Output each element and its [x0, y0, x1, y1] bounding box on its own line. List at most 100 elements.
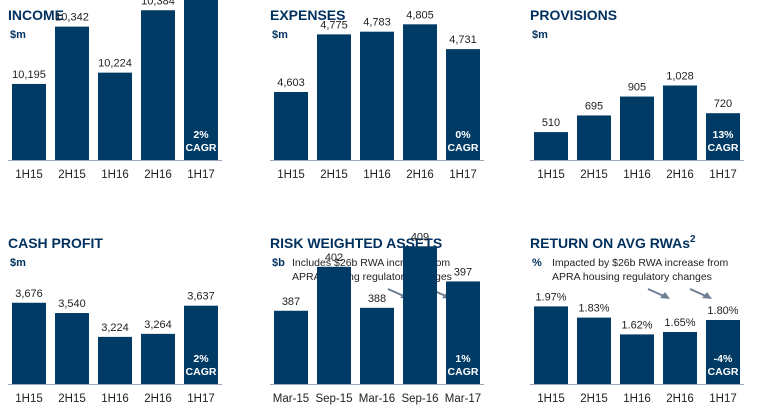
cagr-value: -4% — [714, 353, 733, 365]
unit-label: $m — [532, 29, 548, 41]
x-tick-label: 1H16 — [363, 169, 391, 181]
bar — [577, 115, 611, 160]
bar-value-label: 388 — [368, 293, 386, 305]
x-tick-label: 1H17 — [449, 169, 477, 181]
x-tick-label: 1H15 — [537, 393, 565, 405]
unit-label: $m — [272, 29, 288, 41]
chart-title-superscript: 2 — [690, 234, 696, 245]
chart-panel: INCOME $m 10,195 1H15 10,342 2H15 10,224 1H16 10… — [8, 0, 222, 181]
bar-value-label: 1.65% — [664, 317, 695, 329]
annotation-text: Impacted by $26b RWA increase from — [552, 257, 729, 269]
chart-title: EXPENSES — [270, 7, 345, 23]
bar — [620, 334, 654, 384]
x-tick-label: 2H16 — [144, 169, 172, 181]
x-tick-label: 2H16 — [666, 169, 694, 181]
chart-title: INCOME — [8, 7, 64, 23]
x-tick-label: 2H16 — [144, 393, 172, 405]
bar-value-label: 510 — [542, 117, 560, 129]
cagr-label: CAGR — [708, 142, 739, 154]
bar — [534, 132, 568, 160]
x-tick-label: Mar-16 — [359, 393, 395, 405]
chart-title: PROVISIONS — [530, 7, 617, 23]
unit-label: % — [532, 257, 542, 269]
bar — [184, 305, 218, 384]
bar-value-label: 4,783 — [363, 17, 391, 29]
x-tick-label: 1H17 — [187, 393, 215, 405]
bar — [141, 10, 175, 160]
chart-title: RETURN ON AVG RWAs2 — [530, 234, 696, 251]
bar-value-label: 3,637 — [187, 291, 215, 303]
cagr-label: CAGR — [186, 366, 217, 378]
x-tick-label: 1H16 — [101, 393, 129, 405]
bar — [274, 310, 308, 384]
bar — [620, 96, 654, 160]
unit-label: $m — [10, 29, 26, 41]
bar — [706, 113, 740, 160]
bar-value-label: 10,224 — [98, 58, 132, 70]
bar — [403, 24, 437, 161]
bar — [360, 31, 394, 160]
x-tick-label: 1H17 — [709, 393, 737, 405]
bar — [317, 34, 351, 160]
bar-value-label: 4,775 — [320, 19, 348, 31]
chart-title: RISK WEIGHTED ASSETS — [270, 235, 442, 251]
chart-panel: PROVISIONS $m 510 1H15 695 2H15 905 1H16 1,028 2H… — [530, 7, 744, 181]
bar — [12, 302, 46, 384]
x-tick-label: 2H16 — [406, 169, 434, 181]
cagr-value: 2% — [193, 353, 209, 365]
x-tick-label: 1H17 — [187, 169, 215, 181]
bar — [534, 306, 568, 384]
chart-panel: CASH PROFIT $m 3,676 1H15 3,540 2H15 3,224 1H16… — [8, 235, 222, 405]
x-tick-label: Mar-15 — [273, 393, 309, 405]
bar — [403, 246, 437, 384]
bar-value-label: 4,731 — [449, 34, 477, 46]
bar — [98, 72, 132, 160]
x-tick-label: 1H16 — [623, 393, 651, 405]
bar-value-label: 10,195 — [12, 69, 46, 81]
bar-value-label: 3,224 — [101, 322, 129, 334]
chart-panel: RETURN ON AVG RWAs2% Impacted by $26b RWA… — [530, 234, 744, 405]
bar — [706, 320, 740, 384]
bar-value-label: 409 — [411, 231, 429, 243]
bar — [446, 281, 480, 384]
bar-value-label: 1.80% — [707, 305, 738, 317]
annotation-arrowhead — [702, 292, 712, 299]
bar — [12, 83, 46, 160]
cagr-label: CAGR — [448, 366, 479, 378]
bar-value-label: 4,603 — [277, 77, 305, 89]
x-tick-label: 1H15 — [277, 169, 305, 181]
bar — [274, 91, 308, 160]
x-tick-label: Sep-15 — [315, 393, 352, 405]
bar-value-label: 3,540 — [58, 298, 86, 310]
cagr-label: CAGR — [708, 366, 739, 378]
cagr-value: 0% — [455, 129, 471, 141]
x-tick-label: 1H16 — [623, 169, 651, 181]
bar-value-label: 720 — [714, 98, 732, 110]
x-tick-label: 1H15 — [15, 169, 43, 181]
x-tick-label: 2H15 — [320, 169, 348, 181]
cagr-label: CAGR — [186, 142, 217, 154]
x-tick-label: Mar-17 — [445, 393, 481, 405]
bar — [98, 336, 132, 384]
bar — [55, 26, 89, 161]
bar — [663, 332, 697, 384]
bar — [446, 49, 480, 160]
x-tick-label: 1H16 — [101, 169, 129, 181]
x-tick-label: 1H15 — [537, 169, 565, 181]
x-tick-label: 2H15 — [58, 169, 86, 181]
cagr-value: 2% — [193, 129, 209, 141]
bar-value-label: 402 — [325, 252, 343, 264]
bar-value-label: 3,264 — [144, 319, 172, 331]
unit-label: $b — [272, 257, 285, 269]
bar-value-label: 1.83% — [578, 303, 609, 315]
x-tick-label: 1H15 — [15, 393, 43, 405]
bar — [184, 0, 218, 161]
x-tick-label: 2H16 — [666, 393, 694, 405]
bar — [577, 317, 611, 384]
x-tick-label: 2H15 — [580, 393, 608, 405]
chart-panel: EXPENSES $m 4,603 1H15 4,775 2H15 4,783 1H16 4,8… — [270, 7, 484, 181]
cagr-label: CAGR — [448, 142, 479, 154]
bar-value-label: 387 — [282, 296, 300, 308]
bar — [317, 266, 351, 384]
